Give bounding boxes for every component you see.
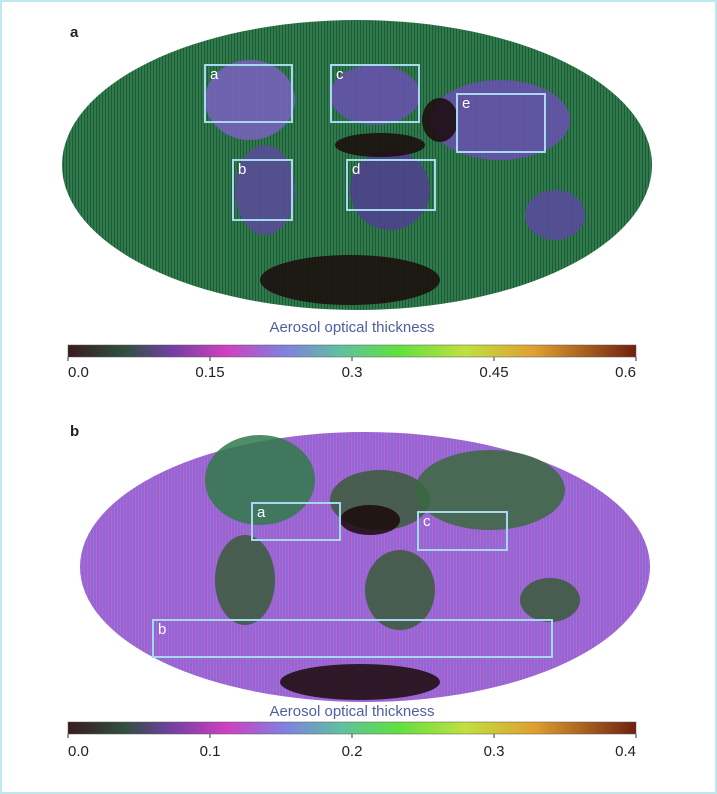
tick-label: 0.15 (195, 364, 224, 381)
landmass (205, 60, 295, 140)
region-label: b (238, 161, 246, 178)
panels: a a c e b d Aerosol optical thickness 0.0 0.15 0.… (62, 20, 652, 760)
colorbar-title: Aerosol optical thickness (269, 703, 434, 720)
tick-label: 0.4 (615, 743, 636, 760)
region-label: a (210, 66, 219, 83)
landmass (525, 190, 585, 240)
landmass (365, 550, 435, 630)
landmass (415, 450, 565, 530)
panel-label: b (70, 423, 79, 440)
tick-label: 0.2 (342, 743, 363, 760)
tick-label: 0.0 (68, 364, 89, 381)
tick-label: 0.1 (200, 743, 221, 760)
region-label: b (158, 621, 166, 638)
region-label: d (352, 161, 360, 178)
landmass (350, 150, 430, 230)
region-label: e (462, 95, 470, 112)
panel-label: a (70, 24, 79, 41)
region-label: c (423, 513, 431, 530)
landmass (335, 133, 425, 157)
tick-label: 0.6 (615, 364, 636, 381)
colorbar (68, 345, 636, 357)
tick-label: 0.3 (484, 743, 505, 760)
tick-label: 0.45 (479, 364, 508, 381)
landmass (520, 578, 580, 622)
landmass (330, 65, 420, 125)
landmass (422, 98, 458, 142)
landmass (215, 535, 275, 625)
landmass (235, 145, 295, 235)
colorbar (68, 722, 636, 734)
landmass (280, 664, 440, 700)
tick-label: 0.3 (342, 364, 363, 381)
region-label: a (257, 504, 266, 521)
landmass (340, 505, 400, 535)
region-label: c (336, 66, 344, 83)
tick-label: 0.0 (68, 743, 89, 760)
figure: a a c e b d Aerosol optical thickness 0.0 0.15 0.… (0, 0, 717, 794)
colorbar-title: Aerosol optical thickness (269, 319, 434, 336)
landmass (260, 255, 440, 305)
